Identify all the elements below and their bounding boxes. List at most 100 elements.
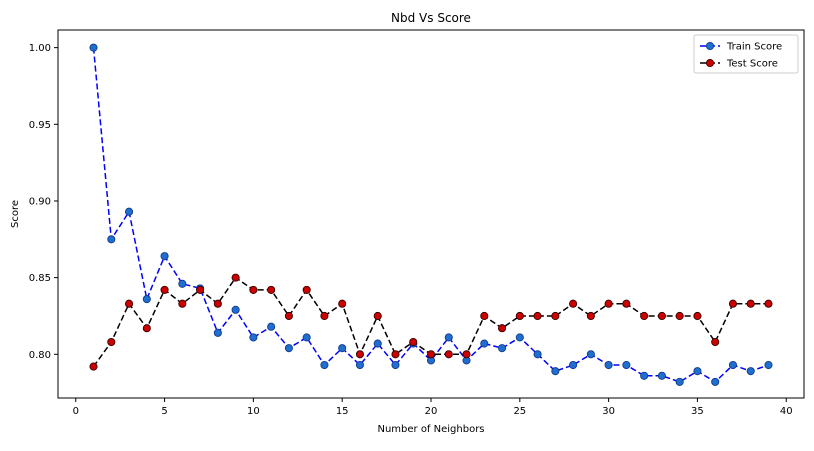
data-point-train	[249, 333, 258, 342]
data-point-test	[444, 350, 453, 359]
data-point-test	[231, 273, 240, 282]
x-tick-label: 0	[73, 406, 79, 417]
data-point-train	[231, 305, 240, 314]
data-point-train	[675, 377, 684, 386]
data-point-test	[711, 337, 720, 347]
data-point-train	[178, 279, 187, 288]
data-point-test	[213, 299, 222, 308]
data-point-test	[196, 285, 205, 294]
data-point-test	[497, 324, 507, 333]
legend-marker-test	[705, 58, 715, 68]
data-point-test	[462, 350, 471, 359]
data-point-test	[320, 311, 329, 321]
data-point-test	[693, 311, 702, 321]
data-point-test	[373, 311, 382, 321]
data-point-test	[355, 350, 365, 359]
data-point-train	[728, 360, 738, 370]
data-point-train	[480, 339, 489, 348]
data-point-test	[160, 285, 169, 294]
legend-marker-train	[705, 41, 715, 51]
data-point-train	[533, 350, 542, 359]
data-point-test	[284, 311, 293, 321]
data-point-train	[89, 43, 98, 52]
y-tick-label: 1.00	[29, 43, 51, 54]
plot-area: 0 5 10 15 20 25 30 35 40 0.80 0.85 0.90 0.95 1.00	[29, 43, 793, 417]
data-point-test	[338, 299, 347, 308]
data-point-train	[746, 367, 755, 376]
data-point-train	[604, 360, 613, 370]
data-point-train	[693, 367, 702, 376]
data-point-test	[551, 311, 560, 321]
series-line-train	[92, 47, 769, 383]
data-point-test	[746, 299, 755, 308]
data-point-test	[622, 299, 631, 308]
data-point-train	[711, 377, 720, 386]
data-point-train	[515, 333, 524, 342]
x-tick-label: 10	[247, 406, 260, 417]
data-point-train	[160, 252, 169, 261]
data-point-test	[515, 311, 524, 321]
data-point-test	[426, 350, 436, 359]
data-point-test	[586, 311, 595, 321]
data-point-train	[444, 333, 453, 342]
data-point-train	[640, 371, 649, 380]
data-point-train	[142, 295, 151, 304]
data-point-test	[178, 299, 187, 308]
data-point-test	[480, 311, 489, 321]
chart-title: Nbd Vs Score	[391, 11, 471, 25]
data-point-train	[657, 371, 666, 380]
y-tick-label: 0.95	[29, 120, 51, 131]
data-point-train	[338, 344, 347, 353]
data-point-test	[107, 337, 116, 347]
x-tick-label: 5	[161, 406, 167, 417]
data-point-test	[675, 311, 684, 321]
data-point-train	[764, 360, 773, 370]
data-point-test	[124, 299, 134, 308]
data-point-test	[569, 299, 578, 308]
data-point-train	[320, 360, 329, 370]
data-point-train	[107, 235, 116, 244]
x-tick-label: 35	[691, 406, 704, 417]
data-point-test	[728, 299, 738, 308]
y-tick-label: 0.85	[29, 273, 51, 284]
data-point-train	[302, 333, 311, 342]
data-point-test	[89, 362, 98, 371]
data-point-test	[604, 299, 613, 308]
y-tick-label: 0.90	[29, 196, 51, 207]
data-point-train	[284, 344, 293, 353]
data-point-train	[551, 367, 560, 376]
data-point-train	[124, 207, 134, 216]
data-point-train	[497, 344, 507, 353]
x-axis-label: Number of Neighbors	[377, 424, 484, 435]
legend-label-test: Test Score	[726, 59, 778, 70]
data-point-train	[267, 322, 276, 331]
data-point-train	[355, 360, 365, 370]
plot-frame	[57, 29, 805, 399]
data-point-test	[764, 299, 773, 308]
data-point-train	[569, 360, 578, 370]
y-tick-label: 0.80	[29, 350, 51, 361]
legend: Train Score Test Score	[693, 34, 799, 74]
data-point-test	[267, 285, 276, 294]
data-point-train	[373, 339, 382, 348]
x-tick-label: 25	[513, 406, 526, 417]
data-point-train	[586, 350, 595, 359]
data-point-test	[391, 350, 400, 359]
data-point-test	[249, 285, 258, 294]
x-tick-label: 15	[336, 406, 349, 417]
data-point-train	[213, 328, 222, 337]
y-axis-label: Score	[10, 200, 21, 228]
legend-label-train: Train Score	[726, 42, 782, 53]
data-point-test	[302, 285, 311, 294]
x-tick-label: 40	[780, 406, 793, 417]
x-tick-label: 30	[602, 406, 615, 417]
data-point-test	[533, 311, 542, 321]
data-point-test	[142, 324, 151, 333]
data-point-train	[622, 360, 631, 370]
data-point-test	[409, 337, 418, 347]
data-point-test	[657, 311, 666, 321]
data-point-test	[640, 311, 649, 321]
x-tick-label: 20	[425, 406, 438, 417]
